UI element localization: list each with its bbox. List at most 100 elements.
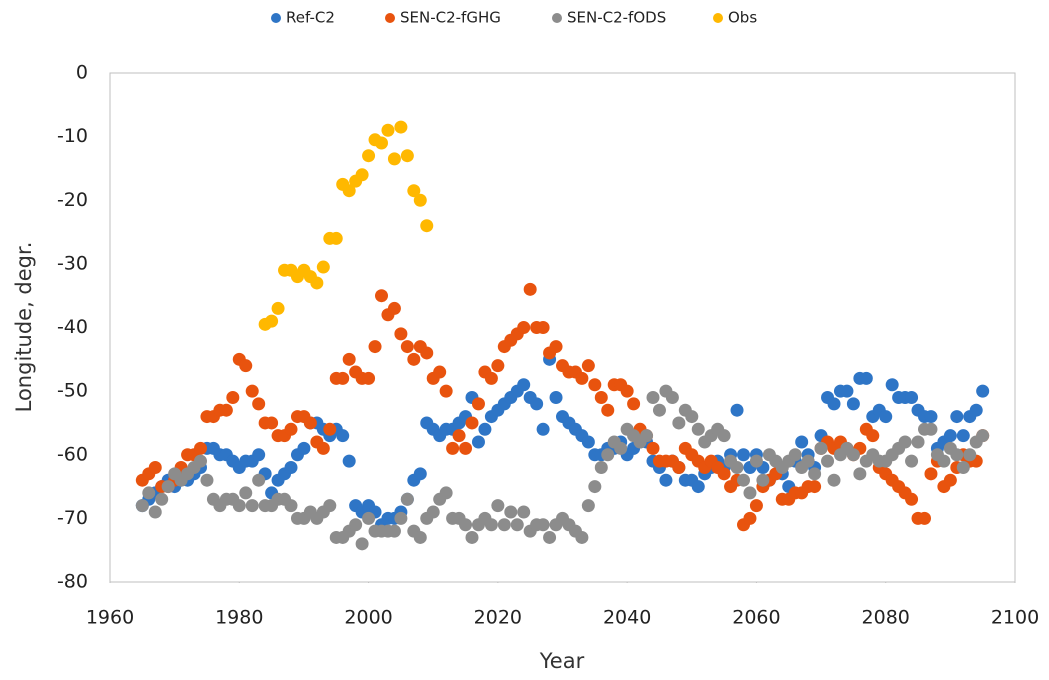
point xyxy=(329,231,343,245)
point xyxy=(530,397,544,411)
point xyxy=(543,530,557,544)
point xyxy=(316,260,330,274)
point xyxy=(323,499,337,513)
x-tick-label: 2000 xyxy=(344,607,392,629)
point xyxy=(866,429,880,443)
point xyxy=(200,473,214,487)
point xyxy=(601,448,615,462)
x-tick-label: 1960 xyxy=(86,607,134,629)
point xyxy=(400,492,414,506)
point xyxy=(943,429,957,443)
x-tick-label: 2040 xyxy=(603,607,651,629)
x-tick-label: 2020 xyxy=(474,607,522,629)
x-tick-label: 1980 xyxy=(215,607,263,629)
point xyxy=(265,416,279,430)
point xyxy=(284,422,298,436)
point xyxy=(846,448,860,462)
point xyxy=(969,403,983,417)
point xyxy=(297,441,311,455)
point xyxy=(918,511,931,525)
point xyxy=(640,429,654,443)
point xyxy=(685,410,699,424)
point xyxy=(310,276,324,290)
point xyxy=(549,340,563,354)
point xyxy=(446,441,460,455)
point xyxy=(284,499,298,513)
point xyxy=(627,397,641,411)
point xyxy=(471,397,485,411)
point xyxy=(517,505,531,519)
point xyxy=(349,518,363,532)
point xyxy=(407,352,421,366)
point xyxy=(194,454,207,468)
legend-marker xyxy=(713,13,723,23)
point xyxy=(691,480,705,494)
point xyxy=(413,530,427,544)
point xyxy=(581,435,595,449)
point xyxy=(239,486,253,500)
legend-label: Ref-C2 xyxy=(286,9,335,27)
point xyxy=(394,327,408,341)
point xyxy=(581,359,595,373)
point xyxy=(413,193,427,207)
legend-marker xyxy=(552,13,562,23)
point xyxy=(717,429,731,443)
point xyxy=(252,448,266,462)
x-tick-label: 2060 xyxy=(732,607,780,629)
y-tick-label: -70 xyxy=(57,507,88,529)
y-tick-label: -10 xyxy=(57,125,88,147)
point xyxy=(652,403,666,417)
y-tick-label: 0 xyxy=(76,62,88,84)
point xyxy=(342,352,356,366)
point xyxy=(504,505,518,519)
point xyxy=(963,448,977,462)
point xyxy=(465,416,479,430)
point xyxy=(808,480,822,494)
point xyxy=(879,410,893,424)
point xyxy=(148,505,162,519)
point xyxy=(368,340,382,354)
point xyxy=(194,441,207,455)
point xyxy=(821,454,835,468)
point xyxy=(646,390,660,404)
point xyxy=(594,390,608,404)
point xyxy=(375,289,388,303)
point xyxy=(911,435,925,449)
point xyxy=(950,448,964,462)
point xyxy=(452,429,466,443)
point xyxy=(523,282,537,296)
point xyxy=(439,486,453,500)
point xyxy=(517,378,531,392)
point xyxy=(730,403,744,417)
point xyxy=(743,486,757,500)
point xyxy=(905,492,919,506)
point xyxy=(581,499,595,513)
point xyxy=(646,441,660,455)
point xyxy=(859,371,873,385)
y-tick-label: -20 xyxy=(57,189,88,211)
point xyxy=(672,460,686,474)
point xyxy=(924,410,938,424)
x-axis-title: Year xyxy=(539,649,585,673)
point xyxy=(510,518,524,532)
point xyxy=(362,149,376,163)
point xyxy=(536,321,550,334)
point xyxy=(943,473,957,487)
point xyxy=(342,184,356,198)
y-tick-label: -80 xyxy=(57,571,88,593)
point xyxy=(549,390,563,404)
point xyxy=(161,480,175,494)
point xyxy=(976,384,990,398)
point xyxy=(737,448,750,462)
point xyxy=(394,120,408,134)
point xyxy=(303,416,317,430)
point xyxy=(575,530,589,544)
point xyxy=(665,390,679,404)
point xyxy=(536,518,550,532)
point xyxy=(853,467,867,481)
y-tick-label: -40 xyxy=(57,316,88,338)
point xyxy=(827,397,841,411)
point xyxy=(575,371,589,385)
point xyxy=(517,321,531,334)
point xyxy=(433,365,447,379)
